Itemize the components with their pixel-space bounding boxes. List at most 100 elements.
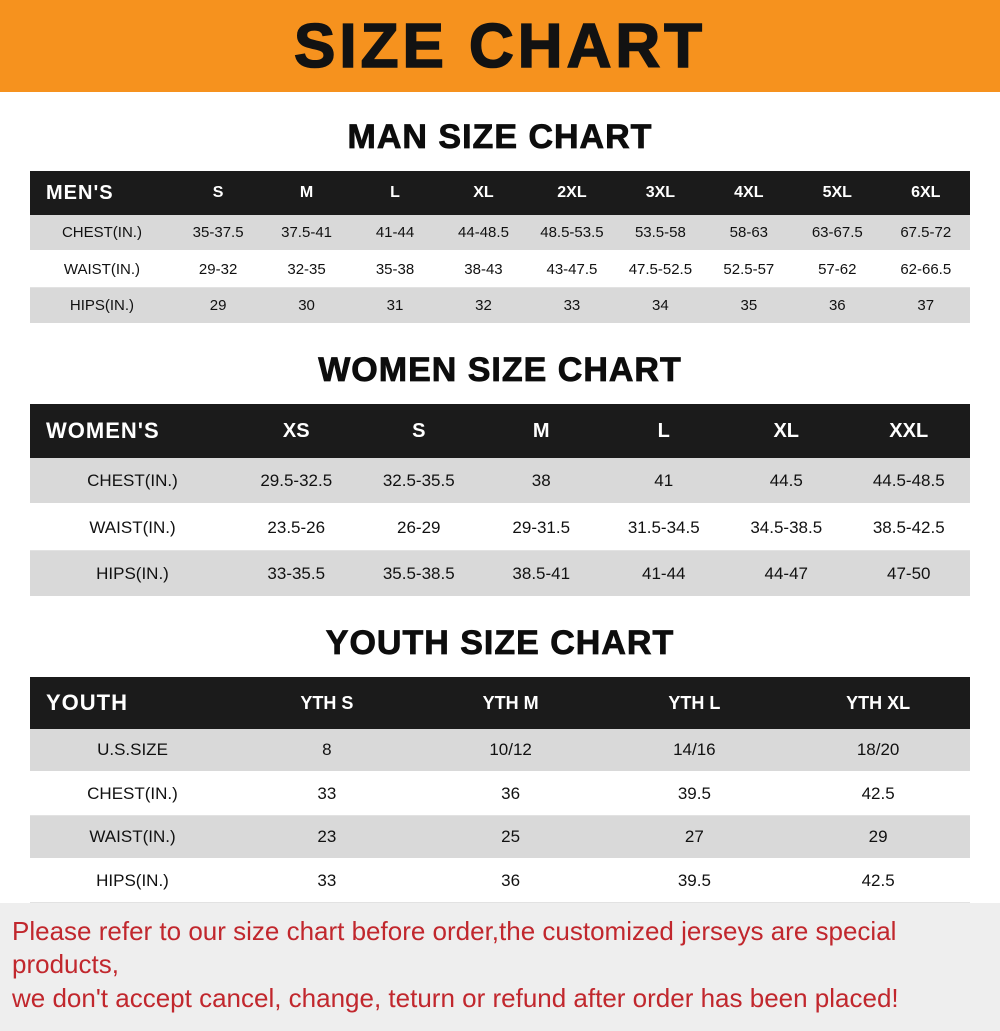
size-value: 33 <box>317 871 337 890</box>
size-value: 29-31.5 <box>512 517 571 537</box>
size-column-header: 2XL <box>527 171 617 215</box>
table-row: WAIST(IN.) 29-32 32-35 35-38 38-43 43-47.5 47.… <box>30 251 970 288</box>
size-value: 35.5-38.5 <box>382 563 455 583</box>
size-value: 29 <box>209 297 227 314</box>
size-column-header: 3XL <box>616 171 705 215</box>
size-value: 41-44 <box>375 224 415 241</box>
size-value: 42.5 <box>861 784 895 803</box>
size-value: 35-38 <box>375 261 415 278</box>
men-section: MAN SIZE CHART MEN'S S M L XL 2XL 3XL 4XL 5XL 6XL… <box>0 92 1000 325</box>
banner: SIZE CHART <box>0 0 1000 92</box>
size-value: 38 <box>531 470 551 490</box>
table-corner-label: WOMEN'S <box>30 404 235 458</box>
size-column-header: S <box>357 404 480 458</box>
size-value: 14/16 <box>673 740 716 759</box>
size-value: 25 <box>501 827 521 846</box>
size-value: 23.5-26 <box>267 517 326 537</box>
youth-section: YOUTH SIZE CHART YOUTH YTH S YTH M YTH L YTH… <box>0 598 1000 903</box>
size-value: 36 <box>501 871 521 890</box>
size-column-header: S <box>173 171 263 215</box>
size-value: 47.5-52.5 <box>628 261 693 278</box>
women-section: WOMEN SIZE CHART WOMEN'S XS S M L XL XXL CHEST(… <box>0 325 1000 598</box>
size-value: 33-35.5 <box>267 563 326 583</box>
size-column-header: 5XL <box>793 171 882 215</box>
size-value: 62-66.5 <box>900 261 952 278</box>
size-value: 29 <box>868 827 888 846</box>
footer-notice: Please refer to our size chart before or… <box>0 903 1000 1031</box>
size-value: 43-47.5 <box>546 261 598 278</box>
youth-section-title: YOUTH SIZE CHART <box>325 624 675 663</box>
size-value: 41 <box>654 470 674 490</box>
size-value: 42.5 <box>861 871 895 890</box>
size-column-header: 6XL <box>881 171 970 215</box>
size-value: 8 <box>322 740 332 759</box>
size-value: 52.5-57 <box>723 261 775 278</box>
women-section-title: WOMEN SIZE CHART <box>318 351 682 390</box>
size-value: 36 <box>501 784 521 803</box>
size-value: 32-35 <box>287 261 326 278</box>
size-column-header: L <box>602 404 725 458</box>
size-value: 37.5-41 <box>281 224 332 241</box>
size-column-header: 4XL <box>704 171 794 215</box>
table-row: HIPS(IN.) 33-35.5 35.5-38.5 38.5-41 41-44 44-… <box>30 550 970 597</box>
size-value: 31 <box>386 297 404 314</box>
size-value: 10/12 <box>489 740 532 759</box>
size-value: 32 <box>475 297 492 314</box>
table-corner-label: YOUTH <box>30 677 235 729</box>
size-value: 38-43 <box>464 261 503 278</box>
table-header-row: YOUTH YTH S YTH M YTH L YTH XL <box>30 677 970 729</box>
youth-size-table: YOUTH YTH S YTH M YTH L YTH XL U.S.SIZE 8 10/12… <box>30 677 970 903</box>
size-column-header: XS <box>235 404 358 458</box>
size-column-header: M <box>262 171 351 215</box>
notice-line-2: we don't accept cancel, change, teturn o… <box>12 983 899 1013</box>
size-value: 38.5-42.5 <box>872 517 945 537</box>
table-header-row: WOMEN'S XS S M L XL XXL <box>30 404 970 458</box>
size-value: 35-37.5 <box>192 224 244 241</box>
size-value: 39.5 <box>677 871 711 890</box>
table-corner-label: MEN'S <box>30 171 174 215</box>
size-column-header: L <box>350 171 440 215</box>
size-value: 48.5-53.5 <box>540 224 604 241</box>
size-value: 23 <box>317 827 337 846</box>
size-value: 33 <box>317 784 337 803</box>
size-value: 41-44 <box>642 563 686 583</box>
row-label: HIPS(IN.) <box>96 563 169 583</box>
men-section-title: MAN SIZE CHART <box>347 118 653 157</box>
table-row: HIPS(IN.) 29 30 31 32 33 34 35 36 37 <box>30 287 970 324</box>
size-value: 44-47 <box>764 563 808 583</box>
table-row: WAIST(IN.) 23.5-26 26-29 29-31.5 31.5-34.5 34… <box>30 504 970 551</box>
size-value: 39.5 <box>677 784 711 803</box>
row-label: HIPS(IN.) <box>96 871 169 890</box>
size-value: 58-63 <box>729 224 769 241</box>
notice-line-1: Please refer to our size chart before or… <box>12 916 897 979</box>
size-value: 31.5-34.5 <box>627 517 700 537</box>
row-label: WAIST(IN.) <box>89 827 176 846</box>
page-title: SIZE CHART <box>293 11 706 82</box>
size-value: 67.5-72 <box>900 224 952 241</box>
size-value: 34 <box>652 297 669 314</box>
size-value: 38.5-41 <box>512 563 571 583</box>
table-row: U.S.SIZE 8 10/12 14/16 18/20 <box>30 729 970 772</box>
size-value: 44.5-48.5 <box>872 470 945 490</box>
table-row: CHEST(IN.) 35-37.5 37.5-41 41-44 44-48.5 48.5… <box>30 215 970 251</box>
size-column-header: XL <box>439 171 528 215</box>
size-column-header: XL <box>725 404 848 458</box>
men-size-table: MEN'S S M L XL 2XL 3XL 4XL 5XL 6XL CHEST(IN.) 35-37… <box>30 171 970 325</box>
size-column-header: YTH M <box>418 677 603 729</box>
size-value: 32.5-35.5 <box>382 470 455 490</box>
size-value: 27 <box>684 827 704 846</box>
size-value: 18/20 <box>856 740 900 759</box>
size-value: 36 <box>828 297 846 314</box>
table-header-row: MEN'S S M L XL 2XL 3XL 4XL 5XL 6XL <box>30 171 970 215</box>
size-value: 29-32 <box>198 261 238 278</box>
size-value: 30 <box>298 297 315 314</box>
size-value: 63-67.5 <box>811 224 863 241</box>
size-column-header: YTH XL <box>786 677 970 729</box>
table-row: HIPS(IN.) 33 36 39.5 42.5 <box>30 859 970 903</box>
size-value: 29.5-32.5 <box>260 470 333 490</box>
row-label: CHEST(IN.) <box>61 224 142 241</box>
size-column-header: YTH L <box>602 677 787 729</box>
size-value: 26-29 <box>397 517 441 537</box>
table-row: WAIST(IN.) 23 25 27 29 <box>30 815 970 859</box>
row-label: WAIST(IN.) <box>63 261 140 278</box>
